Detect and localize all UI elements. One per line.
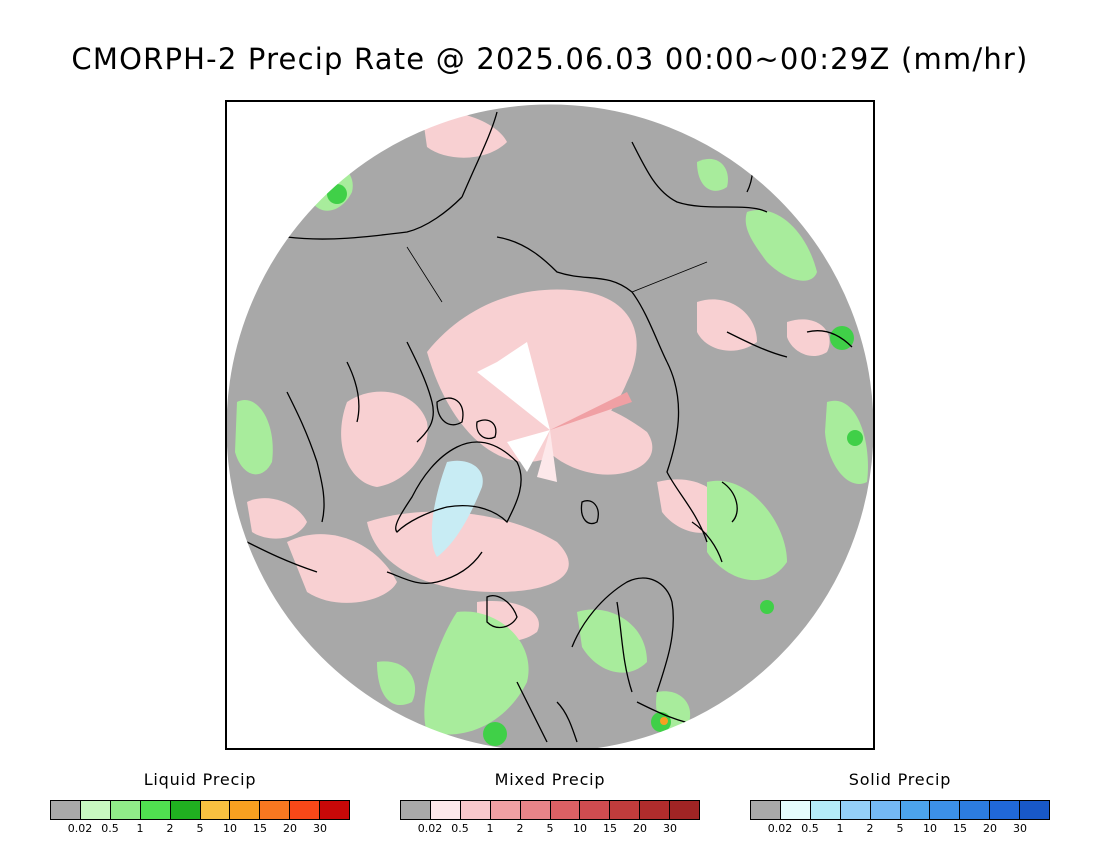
legend-swatch [170, 801, 201, 819]
legend-tick-label: 5 [196, 822, 204, 835]
legend-swatch [401, 801, 431, 819]
pole-data-gap [477, 342, 632, 482]
legend-tick-label: 20 [283, 822, 297, 835]
legend-tick-label: 0.5 [101, 822, 119, 835]
legend-swatch [930, 801, 961, 819]
moderate-liquid-precip-spot [660, 717, 668, 725]
map-disk [227, 104, 873, 748]
legend-tick-label: 15 [603, 822, 617, 835]
legend-swatch [1020, 801, 1050, 819]
legend-tick-label: 15 [253, 822, 267, 835]
legend-swatch [870, 801, 901, 819]
legend-tick-label: 30 [1013, 822, 1027, 835]
legend-title: Solid Precip [848, 770, 952, 789]
solid-precip-areas [431, 460, 483, 557]
legend-tick-label: 1 [486, 822, 494, 835]
legend-swatch [80, 801, 111, 819]
legend-swatch [670, 801, 700, 819]
legend-tick-label: 30 [313, 822, 327, 835]
legend-tick-label: 10 [573, 822, 587, 835]
legend-swatch [840, 801, 871, 819]
legend-swatch [140, 801, 171, 819]
legend-swatch [290, 801, 321, 819]
legend-tick-label: 30 [663, 822, 677, 835]
map-title: CMORPH-2 Precip Rate @ 2025.06.03 00:00~… [71, 42, 1029, 76]
legend-tick-label: 5 [896, 822, 904, 835]
color-bar [750, 800, 1050, 820]
legend-tick-label: 2 [516, 822, 524, 835]
legend-swatch [51, 801, 81, 819]
legend-swatch [960, 801, 991, 819]
legend-swatch [320, 801, 350, 819]
legend-tick-label: 0.02 [417, 822, 443, 835]
legend-liquid: Liquid Precip 0.02 0.5 1 2 5 10 15 20 30 [50, 770, 350, 836]
legend-swatch [550, 801, 581, 819]
legend-tick-label: 1 [136, 822, 144, 835]
tick-labels: 0.02 0.5 1 2 5 10 15 20 30 [750, 822, 1050, 836]
legend-swatch [230, 801, 261, 819]
legend-swatch [200, 801, 231, 819]
legend-swatch [430, 801, 461, 819]
tick-labels: 0.02 0.5 1 2 5 10 15 20 30 [50, 822, 350, 836]
legend-tick-label: 0.02 [67, 822, 93, 835]
legend-swatch [490, 801, 521, 819]
legend-swatch [900, 801, 931, 819]
legend-swatch [810, 801, 841, 819]
legend-title: Liquid Precip [143, 770, 257, 789]
legend-tick-label: 0.5 [451, 822, 469, 835]
color-bar [50, 800, 350, 820]
disk-edge [227, 103, 873, 748]
legend-swatch [610, 801, 641, 819]
legend-solid: Solid Precip 0.02 0.5 1 2 5 10 15 20 30 [750, 770, 1050, 836]
legend-tick-label: 2 [866, 822, 874, 835]
legend-swatch [460, 801, 491, 819]
legend-tick-label: 2 [166, 822, 174, 835]
legend-swatch [520, 801, 551, 819]
legend-swatch [640, 801, 671, 819]
legend-swatch [990, 801, 1021, 819]
polar-precip-map [225, 100, 875, 750]
tick-labels: 0.02 0.5 1 2 5 10 15 20 30 [400, 822, 700, 836]
legend-tick-label: 20 [633, 822, 647, 835]
legend-tick-label: 15 [953, 822, 967, 835]
legend-tick-label: 1 [836, 822, 844, 835]
legend-tick-label: 10 [223, 822, 237, 835]
legend-swatch [110, 801, 141, 819]
legend-tick-label: 10 [923, 822, 937, 835]
borders [406, 246, 708, 303]
legend-swatch [260, 801, 291, 819]
legend-tick-label: 0.02 [767, 822, 793, 835]
color-bar [400, 800, 700, 820]
legend-title: Mixed Precip [494, 770, 606, 789]
legend-swatch [580, 801, 611, 819]
legend-swatch [751, 801, 781, 819]
legend-mixed: Mixed Precip 0.02 0.5 1 2 5 10 15 20 30 [400, 770, 700, 836]
legend-swatch [780, 801, 811, 819]
legend-tick-label: 0.5 [801, 822, 819, 835]
legend-tick-label: 20 [983, 822, 997, 835]
legend-tick-label: 5 [546, 822, 554, 835]
